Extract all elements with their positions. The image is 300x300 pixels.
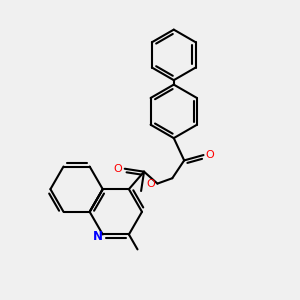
Text: O: O <box>114 164 123 174</box>
Text: O: O <box>146 178 155 189</box>
Text: N: N <box>93 230 103 243</box>
Text: O: O <box>206 150 214 160</box>
